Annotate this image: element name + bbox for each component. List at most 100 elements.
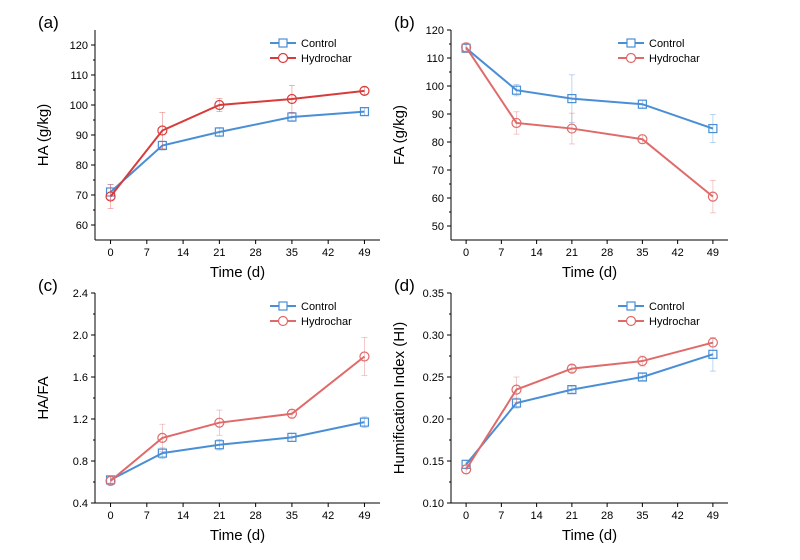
panel-label: (b) <box>394 13 415 32</box>
legend-label: Hydrochar <box>301 316 352 328</box>
series-line <box>465 353 714 465</box>
data-point-square <box>637 99 647 109</box>
y-tick-label: 0.4 <box>73 498 88 510</box>
data-point-square <box>359 417 370 427</box>
y-tick-label: 0.20 <box>423 414 444 426</box>
data-point-square <box>511 398 522 408</box>
data-point-circle <box>461 42 472 53</box>
x-tick-label: 35 <box>636 247 648 259</box>
data-point-circle <box>286 408 298 419</box>
data-point-circle <box>461 464 472 475</box>
x-tick-label: 14 <box>177 510 189 522</box>
data-point-square <box>214 127 224 137</box>
data-point-square <box>708 123 718 134</box>
data-point-circle <box>637 134 648 145</box>
data-point-circle <box>214 417 225 428</box>
data-point-circle <box>566 123 577 134</box>
panel-label: (c) <box>38 276 58 295</box>
x-tick-label: 42 <box>672 510 684 522</box>
x-tick-label: 14 <box>177 247 189 259</box>
y-tick-label: 60 <box>432 193 444 205</box>
x-tick-label: 35 <box>286 247 298 259</box>
y-axis-title: HA (g/kg) <box>35 104 52 167</box>
y-tick-label: 100 <box>426 81 444 93</box>
x-axis-title: Time (d) <box>210 264 265 281</box>
x-tick-label: 21 <box>566 247 578 259</box>
series-line <box>110 421 365 481</box>
y-tick-label: 80 <box>432 137 444 149</box>
series-line <box>465 46 714 198</box>
x-tick-label: 42 <box>322 247 334 259</box>
chart-panel-d: 0 7 14 21 28 35 42 49 0.10 0.15 0.20 0.25 0.30 0.35 Ti… <box>391 276 728 544</box>
legend-marker-circle <box>277 52 289 64</box>
data-point-square <box>708 349 718 359</box>
y-tick-label: 0.8 <box>73 456 88 468</box>
legend-label: Hydrochar <box>649 316 700 328</box>
y-tick-label: 2.0 <box>73 330 88 342</box>
x-tick-label: 21 <box>213 247 225 259</box>
legend-marker-square <box>626 38 636 48</box>
chart-panel-b: 0 7 14 21 28 35 42 49 50 60 70 80 90 100 110 120 Time (d… <box>391 13 728 281</box>
series-line <box>465 47 714 130</box>
y-tick-label: 1.2 <box>73 414 88 426</box>
data-point-square <box>287 112 297 122</box>
y-tick-label: 90 <box>432 109 444 121</box>
y-tick-label: 90 <box>76 130 88 142</box>
x-tick-label: 14 <box>530 510 542 522</box>
data-point-circle <box>157 125 168 136</box>
series-hydrochar <box>461 42 718 214</box>
x-tick-label: 7 <box>498 510 504 522</box>
x-tick-label: 28 <box>601 247 613 259</box>
y-tick-label: 120 <box>70 40 88 52</box>
legend-label: Control <box>649 38 684 50</box>
x-tick-label: 42 <box>672 247 684 259</box>
legend-marker-square <box>278 38 288 48</box>
y-tick-label: 80 <box>76 160 88 172</box>
data-point-circle <box>214 99 225 111</box>
series-control <box>461 337 718 469</box>
x-tick-label: 28 <box>250 510 262 522</box>
x-axis-title: Time (d) <box>562 264 617 281</box>
series-hydrochar <box>105 85 370 209</box>
x-tick-label: 28 <box>601 510 613 522</box>
data-point-square <box>511 85 522 95</box>
x-axis-title: Time (d) <box>562 527 617 544</box>
data-point-square <box>567 93 577 104</box>
x-tick-label: 0 <box>463 247 469 259</box>
data-point-square <box>567 385 577 395</box>
x-tick-label: 49 <box>707 510 719 522</box>
data-point-square <box>157 448 167 458</box>
y-tick-label: 100 <box>70 100 88 112</box>
x-tick-label: 35 <box>636 510 648 522</box>
panel-label: (a) <box>38 13 59 32</box>
legend: Control Hydrochar <box>618 38 700 65</box>
x-tick-label: 42 <box>322 510 334 522</box>
data-point-square <box>157 140 167 151</box>
series-control <box>105 106 370 200</box>
legend-label: Hydrochar <box>649 53 700 65</box>
y-tick-label: 0.15 <box>423 456 444 468</box>
y-tick-label: 50 <box>432 221 444 233</box>
data-point-circle <box>511 117 522 129</box>
y-tick-label: 70 <box>432 165 444 177</box>
legend-marker-square <box>278 301 288 311</box>
x-tick-label: 0 <box>107 247 113 259</box>
legend-marker-circle <box>277 315 289 327</box>
series-line <box>109 110 365 193</box>
x-tick-label: 21 <box>566 510 578 522</box>
legend-marker-square <box>626 301 636 311</box>
x-tick-label: 35 <box>286 510 298 522</box>
chart-panel-c: 0 7 14 21 28 35 42 49 0.4 0.8 1.2 1.6 2.0 2.4 Time (d)… <box>35 276 380 544</box>
panel-label: (d) <box>394 276 415 295</box>
legend-label: Hydrochar <box>301 53 352 65</box>
y-tick-label: 70 <box>76 190 88 202</box>
y-tick-label: 110 <box>426 53 444 65</box>
data-point-circle <box>286 93 298 105</box>
legend-label: Control <box>301 38 336 50</box>
data-point-circle <box>566 363 577 374</box>
y-tick-label: 0.10 <box>423 498 444 510</box>
chart-panel-a: 0 7 14 21 28 35 42 49 60 70 80 90 100 110 120 Time (d) H… <box>35 13 380 281</box>
data-point-circle <box>511 384 522 395</box>
